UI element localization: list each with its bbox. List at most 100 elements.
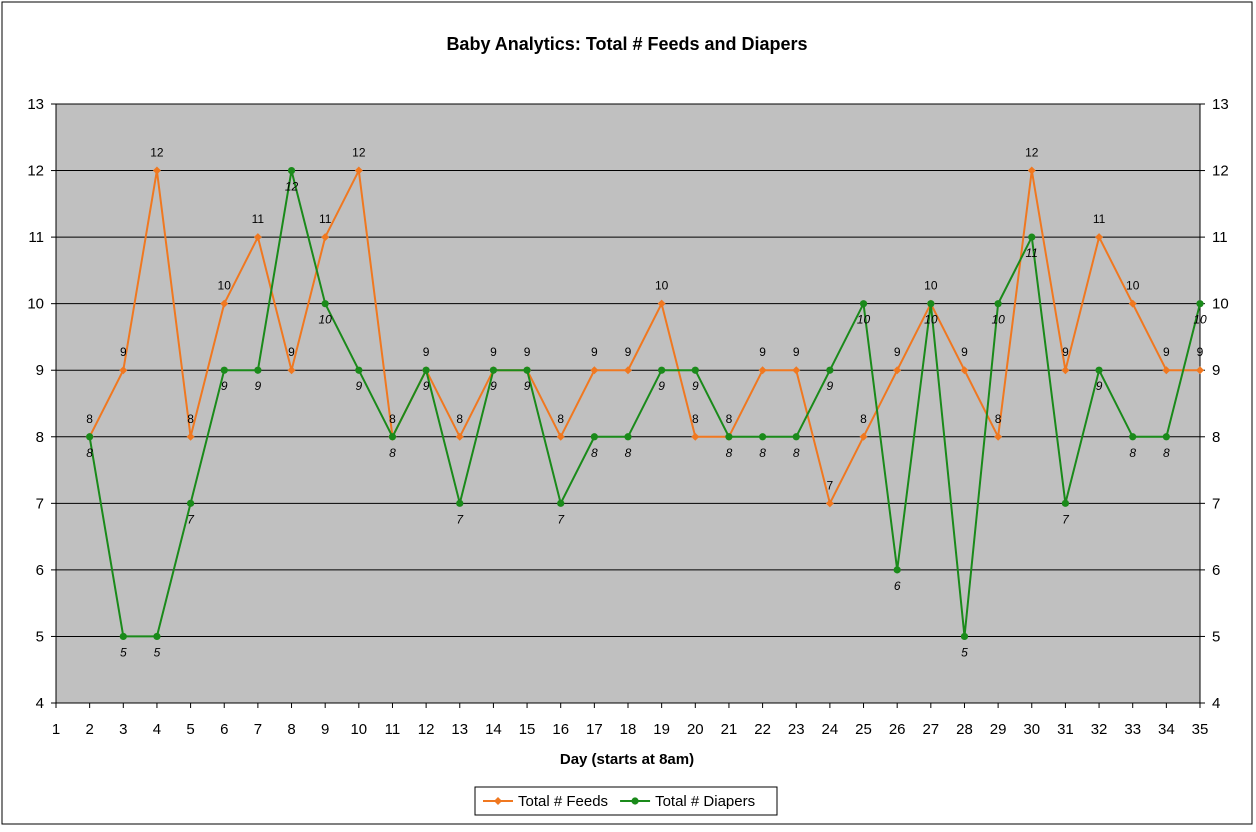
diapers-point bbox=[456, 499, 464, 507]
diapers-point bbox=[792, 433, 800, 441]
feeds-point bbox=[354, 166, 363, 175]
feeds-point bbox=[1196, 366, 1204, 375]
feeds-point bbox=[1027, 166, 1036, 175]
legend: Total # Feeds Total # Diapers bbox=[474, 786, 778, 816]
x-tick-label: 11 bbox=[385, 721, 401, 738]
y-tick-label-right: 4 bbox=[1212, 695, 1220, 712]
diapers-data-label: 9 bbox=[490, 379, 497, 393]
x-tick-label: 4 bbox=[153, 721, 161, 738]
diapers-point bbox=[119, 632, 127, 641]
y-tick-label-right: 10 bbox=[1212, 296, 1229, 313]
diapers-data-label: 6 bbox=[894, 579, 901, 593]
diapers-data-label: 9 bbox=[692, 379, 699, 393]
feeds-data-label: 9 bbox=[625, 345, 632, 359]
diapers-data-label: 7 bbox=[1062, 512, 1070, 526]
diapers-point bbox=[927, 300, 935, 308]
diapers-point bbox=[523, 366, 531, 374]
feeds-data-label: 10 bbox=[924, 279, 938, 293]
feeds-data-label: 8 bbox=[995, 412, 1002, 426]
x-tick-label: 20 bbox=[687, 721, 704, 738]
diapers-data-label: 8 bbox=[625, 446, 632, 460]
feeds-data-label: 9 bbox=[894, 345, 901, 359]
y-tick-label-right: 8 bbox=[1212, 429, 1220, 446]
x-tick-label: 15 bbox=[519, 721, 536, 738]
feeds-point bbox=[590, 366, 599, 375]
diapers-point bbox=[859, 300, 868, 308]
chart-title: Baby Analytics: Total # Feeds and Diaper… bbox=[446, 34, 807, 54]
feeds-data-label: 10 bbox=[655, 279, 669, 293]
feeds-data-label: 9 bbox=[1163, 345, 1170, 359]
plot-background bbox=[55, 103, 1201, 704]
diapers-data-label: 8 bbox=[726, 446, 733, 460]
diapers-data-label: 9 bbox=[658, 379, 665, 393]
diapers-point bbox=[1162, 433, 1170, 441]
diapers-point bbox=[86, 433, 94, 441]
diapers-point bbox=[287, 166, 296, 175]
x-tick-label: 19 bbox=[653, 721, 670, 738]
feeds-point bbox=[287, 366, 296, 375]
y-tick-label-right: 5 bbox=[1212, 628, 1220, 645]
x-axis-label: Day (starts at 8am) bbox=[560, 751, 694, 768]
feeds-data-label: 8 bbox=[726, 412, 733, 426]
feeds-data-label: 8 bbox=[860, 412, 867, 426]
feeds-point bbox=[825, 499, 834, 508]
x-tick-label: 9 bbox=[321, 721, 329, 738]
y-tick-label-right: 6 bbox=[1212, 562, 1220, 579]
x-tick-label: 33 bbox=[1124, 721, 1141, 738]
feeds-data-label: 8 bbox=[86, 412, 93, 426]
y-tick-label: 13 bbox=[27, 96, 44, 113]
feeds-data-label: 12 bbox=[150, 146, 164, 160]
diapers-data-label: 8 bbox=[591, 446, 598, 460]
diapers-data-label: 12 bbox=[285, 180, 299, 194]
series-line-diapers bbox=[88, 170, 1201, 638]
series-line-feeds bbox=[88, 167, 1200, 507]
feeds-point bbox=[994, 432, 1003, 441]
diapers-point bbox=[355, 366, 363, 374]
x-tick-label: 5 bbox=[186, 721, 194, 738]
feeds-data-label: 12 bbox=[1025, 146, 1039, 160]
y-tick-label: 4 bbox=[36, 695, 44, 712]
feeds-data-label: 9 bbox=[288, 345, 295, 359]
diapers-data-label: 10 bbox=[857, 313, 871, 327]
diapers-data-label: 5 bbox=[961, 645, 968, 659]
feeds-data-label: 9 bbox=[591, 345, 598, 359]
feeds-point bbox=[186, 432, 195, 441]
diapers-point bbox=[994, 300, 1002, 308]
y-tick-label: 12 bbox=[27, 163, 44, 180]
feeds-data-label: 11 bbox=[252, 212, 265, 226]
feeds-point bbox=[893, 366, 902, 375]
y-tick-label-right: 11 bbox=[1212, 229, 1228, 246]
diapers-data-label: 10 bbox=[924, 313, 938, 327]
diapers-data-label: 9 bbox=[524, 379, 531, 393]
diapers-data-label: 10 bbox=[991, 313, 1005, 327]
feeds-data-label: 10 bbox=[218, 279, 232, 293]
diapers-point bbox=[624, 433, 632, 441]
legend-label: Total # Feeds bbox=[518, 793, 608, 810]
feeds-point bbox=[758, 366, 767, 375]
feeds-point bbox=[624, 366, 632, 375]
diapers-point bbox=[220, 366, 228, 374]
x-tick-label: 30 bbox=[1023, 721, 1040, 738]
y-tick-label: 10 bbox=[27, 296, 44, 313]
diapers-point bbox=[422, 366, 430, 374]
diapers-point bbox=[489, 366, 498, 374]
x-tick-label: 27 bbox=[922, 721, 939, 738]
diapers-point bbox=[1061, 499, 1070, 507]
diapers-point bbox=[1196, 300, 1204, 308]
diapers-data-label: 11 bbox=[1026, 246, 1038, 260]
diapers-point bbox=[321, 300, 329, 308]
x-tick-label: 7 bbox=[254, 721, 262, 738]
feeds-point bbox=[1162, 366, 1171, 375]
feeds-point bbox=[152, 166, 161, 175]
diapers-data-label: 9 bbox=[827, 379, 834, 393]
feeds-point bbox=[253, 233, 262, 242]
y-tick-label-right: 7 bbox=[1212, 495, 1220, 512]
diapers-point bbox=[960, 632, 969, 641]
diapers-data-label: 10 bbox=[318, 313, 332, 327]
y-tick-label: 7 bbox=[36, 495, 44, 512]
feeds-data-label: 12 bbox=[352, 146, 366, 160]
feeds-point bbox=[657, 299, 666, 308]
x-tick-label: 35 bbox=[1192, 721, 1209, 738]
feeds-data-label: 9 bbox=[961, 345, 968, 359]
